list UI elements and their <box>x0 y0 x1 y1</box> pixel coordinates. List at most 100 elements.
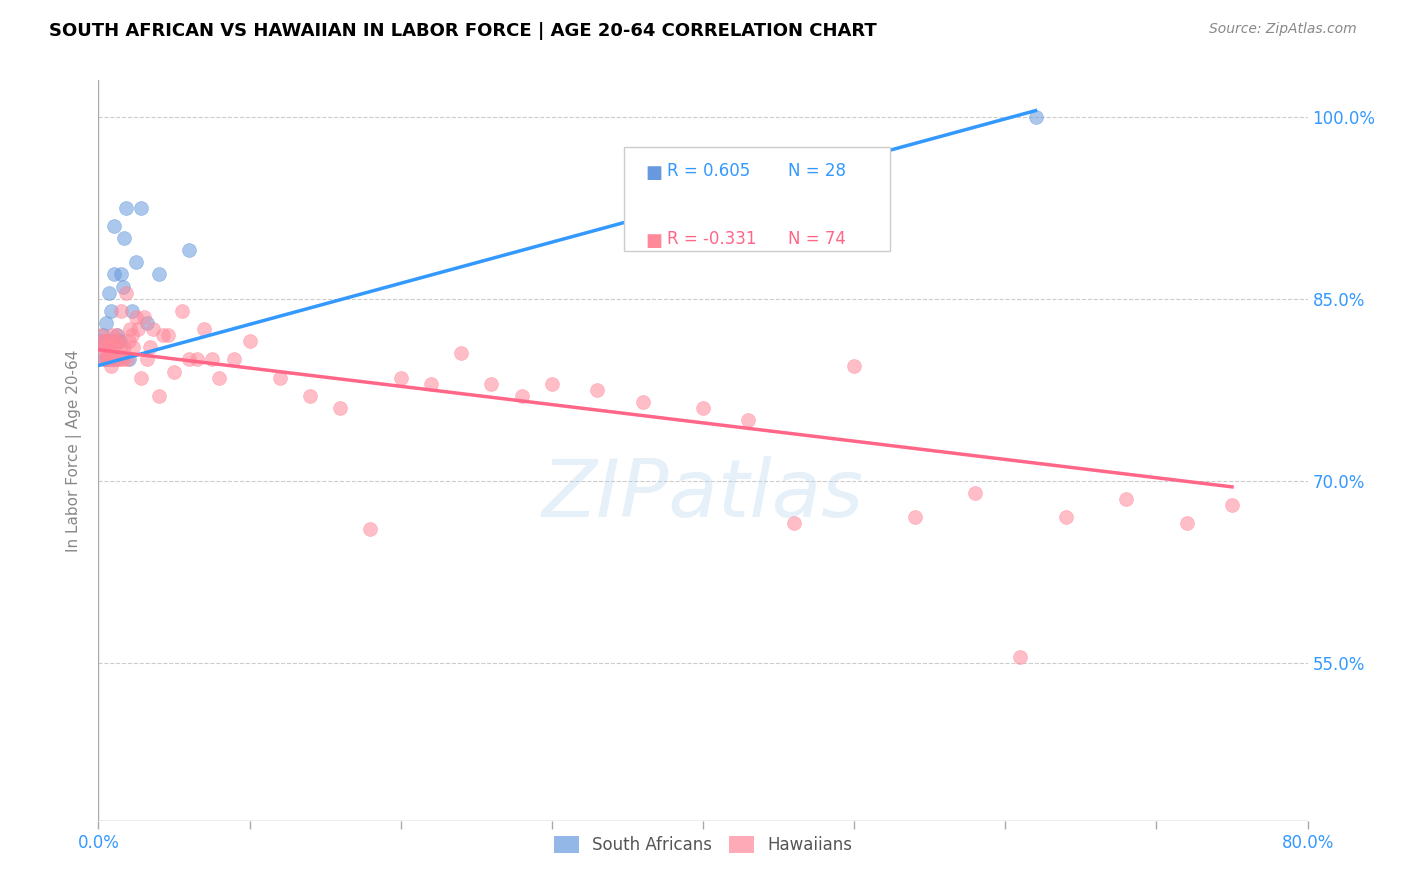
Point <box>94 340 117 354</box>
Point <box>904 510 927 524</box>
Point <box>163 365 186 379</box>
Point <box>114 201 136 215</box>
Point <box>107 352 129 367</box>
Legend: South Africans, Hawaiians: South Africans, Hawaiians <box>547 829 859 861</box>
Point <box>108 352 131 367</box>
Point <box>129 370 152 384</box>
Point <box>107 334 129 349</box>
Point <box>112 231 135 245</box>
Point <box>96 352 118 367</box>
Point <box>125 255 148 269</box>
Point <box>631 395 654 409</box>
Point <box>125 310 148 324</box>
Point <box>114 285 136 300</box>
Point <box>110 340 132 354</box>
Point <box>179 352 201 367</box>
Point <box>101 334 124 349</box>
Text: Source: ZipAtlas.com: Source: ZipAtlas.com <box>1209 22 1357 37</box>
Point <box>148 268 170 282</box>
Point <box>186 352 208 367</box>
Point <box>107 334 129 349</box>
Point <box>156 328 179 343</box>
Point <box>103 268 125 282</box>
Point <box>329 401 352 415</box>
Point <box>103 219 125 233</box>
Point <box>1175 516 1198 531</box>
Point <box>110 304 132 318</box>
Point <box>481 376 503 391</box>
Point <box>844 359 866 373</box>
Point <box>122 340 145 354</box>
Point <box>100 359 122 373</box>
Point <box>96 352 118 367</box>
Point <box>111 352 134 367</box>
Point <box>127 322 149 336</box>
Point <box>201 352 224 367</box>
Point <box>239 334 262 349</box>
Point <box>692 401 714 415</box>
Point <box>101 328 124 343</box>
Point <box>1115 491 1137 506</box>
Point <box>94 334 117 349</box>
Text: ZIPatlas: ZIPatlas <box>541 456 865 534</box>
Point <box>132 310 155 324</box>
Point <box>118 334 141 349</box>
Point <box>94 346 117 360</box>
Point <box>120 322 142 336</box>
Text: ■: ■ <box>645 232 662 250</box>
Point <box>93 352 115 367</box>
Point <box>112 340 135 354</box>
Point <box>118 352 141 367</box>
Point <box>100 340 122 354</box>
Point <box>450 346 472 360</box>
Point <box>139 340 162 354</box>
Point <box>510 389 533 403</box>
Point <box>121 328 143 343</box>
Point <box>91 328 114 343</box>
Point <box>152 328 174 343</box>
Point <box>737 413 759 427</box>
Point <box>179 243 201 257</box>
Point <box>98 334 121 349</box>
Point <box>208 370 231 384</box>
FancyBboxPatch shape <box>624 147 890 251</box>
Text: SOUTH AFRICAN VS HAWAIIAN IN LABOR FORCE | AGE 20-64 CORRELATION CHART: SOUTH AFRICAN VS HAWAIIAN IN LABOR FORCE… <box>49 22 877 40</box>
Y-axis label: In Labor Force | Age 20-64: In Labor Force | Age 20-64 <box>66 350 83 551</box>
Point <box>170 304 193 318</box>
Point <box>104 334 127 349</box>
Point <box>121 304 143 318</box>
Point <box>98 285 121 300</box>
Point <box>1010 649 1032 664</box>
Point <box>103 352 125 367</box>
Point <box>135 352 157 367</box>
Point <box>91 334 114 349</box>
Point <box>100 304 122 318</box>
Point <box>586 383 609 397</box>
Point <box>90 328 112 343</box>
Point <box>540 376 562 391</box>
Point <box>965 486 987 500</box>
Point <box>299 389 322 403</box>
Point <box>98 352 121 367</box>
Point <box>1024 110 1046 124</box>
Point <box>1054 510 1077 524</box>
Point <box>93 340 115 354</box>
Point <box>783 516 806 531</box>
Point <box>110 268 132 282</box>
Point <box>96 340 118 354</box>
Point <box>115 352 138 367</box>
Text: N = 74: N = 74 <box>787 230 845 248</box>
Point <box>389 370 412 384</box>
Point <box>420 376 443 391</box>
Point <box>193 322 215 336</box>
Point <box>1220 498 1243 512</box>
Point <box>93 352 115 367</box>
Point <box>98 334 121 349</box>
Point <box>105 328 128 343</box>
Point <box>103 340 125 354</box>
Point <box>94 334 117 349</box>
Text: R = 0.605: R = 0.605 <box>666 161 749 179</box>
Point <box>90 334 112 349</box>
Point <box>105 328 128 343</box>
Text: ■: ■ <box>645 164 662 182</box>
